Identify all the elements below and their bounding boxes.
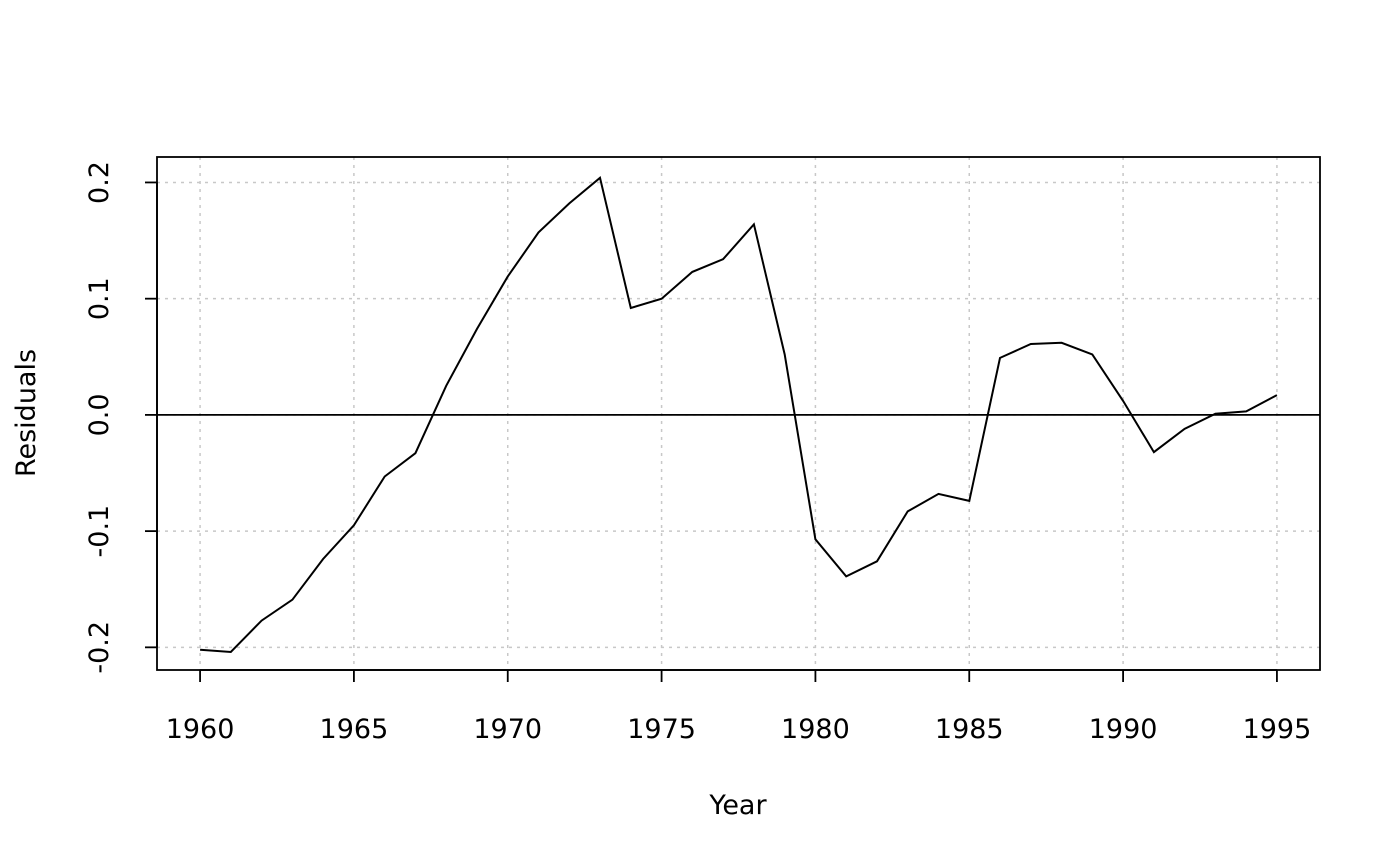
x-axis: 1960 1965 1970 1975 1980 1985 1990 1995 bbox=[166, 669, 1312, 745]
x-tick-label: 1965 bbox=[320, 714, 389, 745]
residuals-series-line bbox=[200, 175, 1278, 654]
grid-lines bbox=[157, 157, 1320, 670]
y-axis-title: Residuals bbox=[11, 349, 42, 477]
x-tick-label: 1980 bbox=[781, 714, 850, 745]
y-axis: -0.2 -0.1 0.0 0.1 0.2 bbox=[84, 161, 158, 674]
y-tick-label: 0.1 bbox=[84, 277, 115, 320]
x-tick-label: 1995 bbox=[1243, 714, 1312, 745]
x-tick-label: 1975 bbox=[627, 714, 696, 745]
y-tick-label: 0.0 bbox=[84, 393, 115, 436]
x-axis-title: Year bbox=[708, 790, 767, 821]
y-tick-label: -0.2 bbox=[84, 621, 115, 674]
y-tick-label: -0.1 bbox=[84, 505, 115, 558]
y-tick-label: 0.2 bbox=[84, 161, 115, 204]
x-tick-label: 1970 bbox=[473, 714, 542, 745]
x-tick-label: 1990 bbox=[1089, 714, 1158, 745]
x-tick-label: 1985 bbox=[935, 714, 1004, 745]
plot-frame bbox=[156, 156, 1321, 671]
x-tick-label: 1960 bbox=[166, 714, 235, 745]
